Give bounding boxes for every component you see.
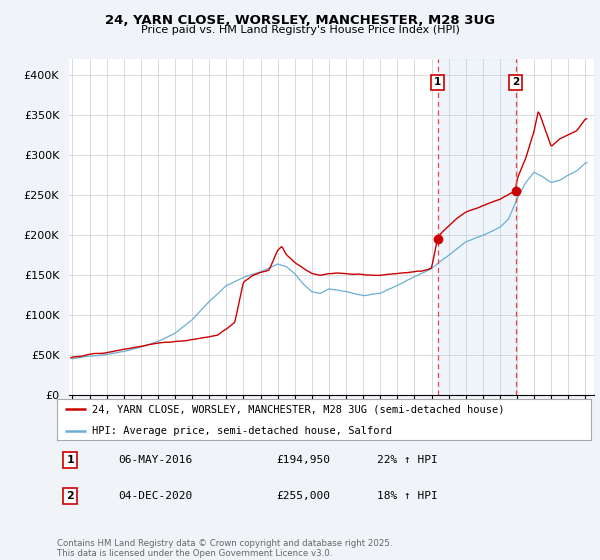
Text: Price paid vs. HM Land Registry's House Price Index (HPI): Price paid vs. HM Land Registry's House … <box>140 25 460 35</box>
Text: 04-DEC-2020: 04-DEC-2020 <box>118 491 193 501</box>
Text: 18% ↑ HPI: 18% ↑ HPI <box>377 491 438 501</box>
Text: 1: 1 <box>434 77 441 87</box>
Text: 06-MAY-2016: 06-MAY-2016 <box>118 455 193 465</box>
Text: 2: 2 <box>67 491 74 501</box>
Text: Contains HM Land Registry data © Crown copyright and database right 2025.
This d: Contains HM Land Registry data © Crown c… <box>57 539 392 558</box>
Text: 1: 1 <box>67 455 74 465</box>
Text: £255,000: £255,000 <box>276 491 330 501</box>
Text: 2: 2 <box>512 77 520 87</box>
Text: £194,950: £194,950 <box>276 455 330 465</box>
Text: 24, YARN CLOSE, WORSLEY, MANCHESTER, M28 3UG (semi-detached house): 24, YARN CLOSE, WORSLEY, MANCHESTER, M28… <box>92 404 504 414</box>
Text: 22% ↑ HPI: 22% ↑ HPI <box>377 455 438 465</box>
Bar <box>437 59 515 395</box>
Text: HPI: Average price, semi-detached house, Salford: HPI: Average price, semi-detached house,… <box>92 426 392 436</box>
Text: 24, YARN CLOSE, WORSLEY, MANCHESTER, M28 3UG: 24, YARN CLOSE, WORSLEY, MANCHESTER, M28… <box>105 14 495 27</box>
